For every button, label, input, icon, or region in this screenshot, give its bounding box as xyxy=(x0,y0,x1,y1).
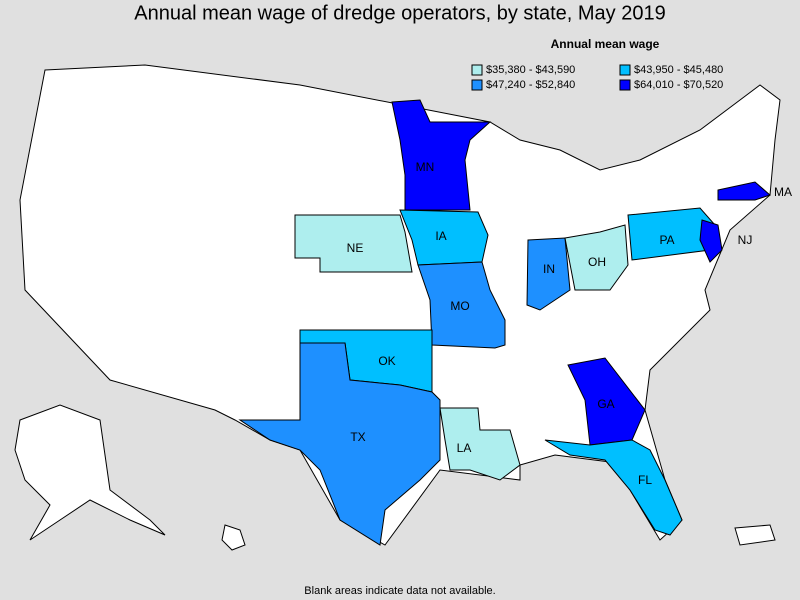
state-label: IN xyxy=(543,262,555,276)
state-label: PA xyxy=(659,233,674,247)
state-label: MA xyxy=(774,185,792,199)
state-label: OH xyxy=(588,255,606,269)
state xyxy=(526,237,571,311)
state xyxy=(417,261,506,349)
state xyxy=(294,214,413,273)
legend-swatch xyxy=(619,64,631,76)
legend-swatch xyxy=(471,79,483,91)
state-label: NJ xyxy=(738,233,753,247)
footnote: Blank areas indicate data not available. xyxy=(304,585,495,597)
state-label: GA xyxy=(597,397,614,411)
legend-label: $35,380 - $43,590 xyxy=(486,64,575,76)
state-label: FL xyxy=(638,473,652,487)
state-label: OK xyxy=(378,354,395,368)
title: Annual mean wage of dredge operators, by… xyxy=(134,2,665,24)
state-label: MO xyxy=(450,299,469,313)
legend-swatch xyxy=(471,64,483,76)
legend-label: $64,010 - $70,520 xyxy=(634,79,723,91)
state-label: IA xyxy=(435,229,446,243)
alaska xyxy=(14,404,166,541)
state-label: TX xyxy=(350,430,365,444)
legend-swatch xyxy=(619,79,631,91)
legend-label: $43,950 - $45,480 xyxy=(634,64,723,76)
legend-label: $47,240 - $52,840 xyxy=(486,79,575,91)
state-label: LA xyxy=(457,441,472,455)
state xyxy=(564,224,629,291)
hawaii xyxy=(221,524,246,551)
state-label: MN xyxy=(416,160,435,174)
state xyxy=(238,342,441,546)
state xyxy=(439,407,521,481)
state xyxy=(544,439,683,536)
state xyxy=(699,219,723,263)
state-label: NE xyxy=(347,241,364,255)
puerto-rico xyxy=(734,524,776,546)
state xyxy=(717,181,771,201)
state xyxy=(391,99,492,211)
legend-title: Annual mean wage xyxy=(551,37,660,51)
